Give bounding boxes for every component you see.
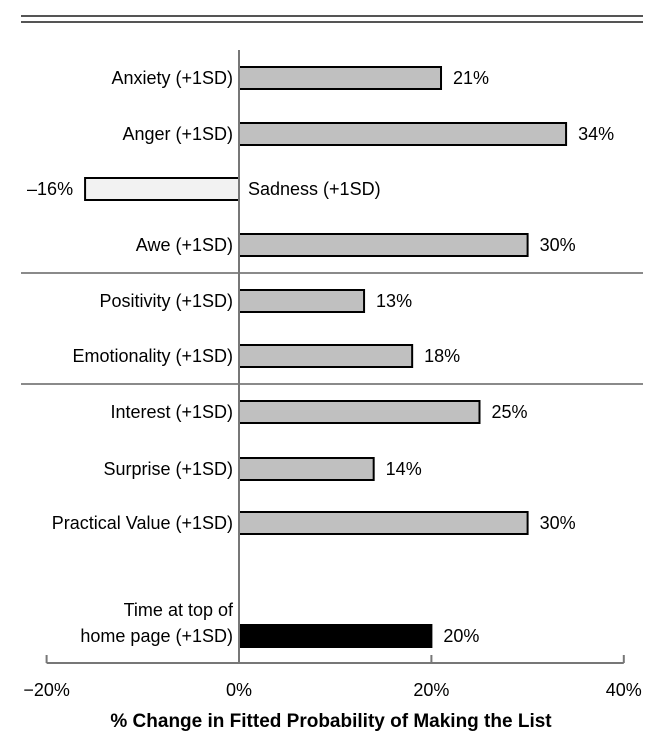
bar — [238, 289, 366, 313]
bar — [238, 344, 414, 368]
bar — [238, 457, 375, 481]
category-label: Sadness (+1SD) — [248, 179, 381, 199]
bar — [238, 400, 481, 424]
category-label: Practical Value (+1SD) — [52, 513, 233, 533]
x-tick-label: −20% — [23, 680, 70, 700]
chart-frame — [21, 15, 643, 385]
category-label: Awe (+1SD) — [136, 235, 233, 255]
category-label: Anxiety (+1SD) — [111, 68, 233, 88]
bar — [238, 66, 443, 90]
bar — [238, 122, 568, 146]
category-label: Anger (+1SD) — [122, 124, 233, 144]
bar — [238, 511, 529, 535]
value-label: 13% — [376, 291, 412, 311]
bar — [84, 177, 240, 201]
value-label: 34% — [578, 124, 614, 144]
value-label: 30% — [540, 235, 576, 255]
x-tick-label: 0% — [226, 680, 252, 700]
bar — [238, 233, 529, 257]
value-label: –16% — [27, 179, 73, 199]
value-label: 18% — [424, 346, 460, 366]
x-tick-label: 20% — [413, 680, 449, 700]
value-label: 25% — [492, 402, 528, 422]
value-label: 21% — [453, 68, 489, 88]
bar — [238, 624, 433, 648]
category-label: Surprise (+1SD) — [103, 459, 233, 479]
category-label: Interest (+1SD) — [110, 402, 233, 422]
bars-layer: Anxiety (+1SD) 21% Anger (+1SD) 34% Sadness … — [27, 66, 614, 648]
x-axis-title: % Change in Fitted Probability of Making… — [110, 711, 552, 732]
x-tick-label: 40% — [606, 680, 642, 700]
value-label: 20% — [443, 626, 479, 646]
category-label: Positivity (+1SD) — [99, 291, 233, 311]
category-label: Emotionality (+1SD) — [72, 346, 233, 366]
x-axis: −20% 0% 20% 40% — [23, 50, 642, 700]
value-label: 14% — [386, 459, 422, 479]
category-label: Time at top of home page (+1SD) — [80, 600, 234, 646]
value-label: 30% — [540, 513, 576, 533]
